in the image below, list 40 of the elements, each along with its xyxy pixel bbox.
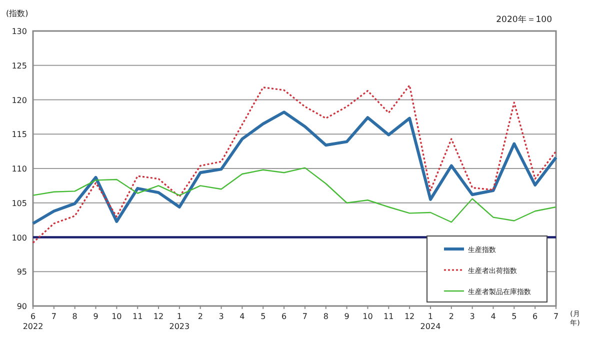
x-tick-label: 2 bbox=[198, 312, 203, 321]
y-tick-label: 90 bbox=[16, 302, 27, 311]
x-tick-label: 9 bbox=[93, 312, 98, 321]
x-tick-label: 9 bbox=[344, 312, 350, 321]
x-tick-label: 12 bbox=[153, 312, 164, 321]
x-tick-label: 3 bbox=[218, 312, 224, 321]
x-tick-label: 7 bbox=[553, 312, 559, 321]
x-tick-label: 3 bbox=[470, 312, 475, 321]
x-tick-label: 6 2022 bbox=[22, 312, 44, 331]
x-tick-label: 12 bbox=[404, 312, 415, 321]
y-tick-label: 95 bbox=[16, 268, 27, 277]
y-tick-label: 130 bbox=[12, 27, 27, 36]
x-tick-label: 1 2023 bbox=[169, 312, 190, 331]
line-series bbox=[32, 167, 557, 223]
y-axis-title: (指数) bbox=[6, 9, 28, 18]
x-tick-label: 7 bbox=[302, 312, 308, 321]
y-tick-label: 105 bbox=[12, 198, 27, 208]
x-tick-label: 6 bbox=[281, 312, 287, 321]
x-tick-label: 10 bbox=[362, 312, 373, 321]
x-tick-label: 5 bbox=[512, 312, 517, 321]
x-tick-label: 4 bbox=[490, 312, 496, 321]
x-tick-label: 5 bbox=[260, 312, 266, 321]
line-series bbox=[32, 84, 557, 244]
y-tick-label: 110 bbox=[12, 164, 27, 174]
x-tick-label: 11 bbox=[132, 312, 143, 321]
y-tick-label: 115 bbox=[12, 130, 27, 140]
y-tick-label: 120 bbox=[12, 96, 27, 105]
x-tick-label: 6 bbox=[532, 312, 538, 321]
text: 2020年＝100 bbox=[496, 14, 552, 25]
x-tick-label: 10 bbox=[112, 312, 122, 321]
line-series bbox=[32, 110, 558, 225]
x-tick-label: 7 bbox=[51, 312, 56, 321]
x-tick-label: 11 bbox=[384, 312, 394, 321]
y-tick-label: 100 bbox=[12, 233, 27, 242]
x-tick-label: 8 bbox=[72, 312, 78, 321]
x-tick-label: 2 bbox=[448, 312, 454, 321]
x-tick-label: 4 bbox=[240, 312, 245, 321]
x-tick-label: 1 2024 bbox=[420, 312, 441, 331]
x-tick-label: 8 bbox=[323, 312, 328, 321]
y-tick-label: 125 bbox=[12, 61, 27, 70]
